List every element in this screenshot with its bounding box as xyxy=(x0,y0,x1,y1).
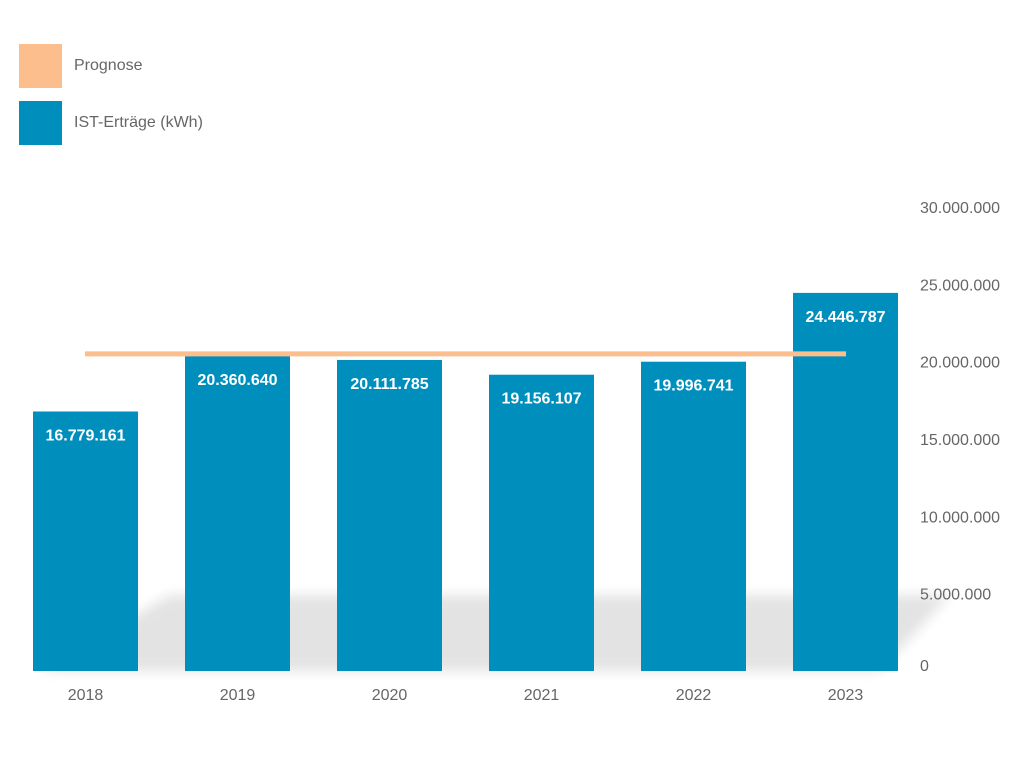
x-tick-label-2020: 2020 xyxy=(372,687,408,704)
y-tick-label-3: 15.000.000 xyxy=(920,432,1000,449)
x-tick-label-2018: 2018 xyxy=(68,687,104,704)
bar-value-label-2020: 20.111.785 xyxy=(350,376,428,393)
legend-label-ist-ertraege: IST-Erträge (kWh) xyxy=(74,114,203,131)
x-tick-label-2022: 2022 xyxy=(676,687,712,704)
bars-group xyxy=(33,292,898,671)
x-tick-label-2023: 2023 xyxy=(828,687,864,704)
bar-2019 xyxy=(185,356,290,671)
legend-swatch-ist-ertraege xyxy=(19,101,62,145)
bar-2018 xyxy=(33,411,138,671)
bar-2020 xyxy=(337,359,442,671)
y-tick-label-1: 5.000.000 xyxy=(920,587,991,604)
y-tick-label-6: 30.000.000 xyxy=(920,200,1000,217)
legend-label-prognose: Prognose xyxy=(74,57,143,74)
x-tick-label-2021: 2021 xyxy=(524,687,560,704)
legend-item-ist-ertraege: IST-Erträge (kWh) xyxy=(19,101,203,145)
bar-value-label-2019: 20.360.640 xyxy=(197,372,277,389)
bar-value-label-2021: 19.156.107 xyxy=(501,391,581,408)
x-tick-label-2019: 2019 xyxy=(220,687,256,704)
bar-2022 xyxy=(641,361,746,671)
y-tick-label-0: 0 xyxy=(920,658,929,675)
bar-value-label-2022: 19.996.741 xyxy=(653,378,733,395)
y-axis: 0 5.000.000 10.000.000 15.000.000 20.000.000… xyxy=(920,200,1000,675)
legend: Prognose IST-Erträge (kWh) xyxy=(19,44,203,158)
y-tick-label-4: 20.000.000 xyxy=(920,355,1000,372)
bar-2023 xyxy=(793,292,898,671)
bar-value-label-2023: 24.446.787 xyxy=(805,309,885,326)
bar-value-label-2018: 16.779.161 xyxy=(45,427,125,444)
x-axis: 2018 2019 2020 2021 2022 2023 xyxy=(68,687,864,704)
legend-item-prognose: Prognose xyxy=(19,44,203,88)
legend-swatch-prognose xyxy=(19,44,62,88)
y-tick-label-5: 25.000.000 xyxy=(920,277,1000,294)
bar-value-labels: 16.779.161 20.360.640 20.111.785 19.156.107… xyxy=(45,309,885,445)
bar-2021 xyxy=(489,374,594,671)
y-tick-label-2: 10.000.000 xyxy=(920,509,1000,526)
